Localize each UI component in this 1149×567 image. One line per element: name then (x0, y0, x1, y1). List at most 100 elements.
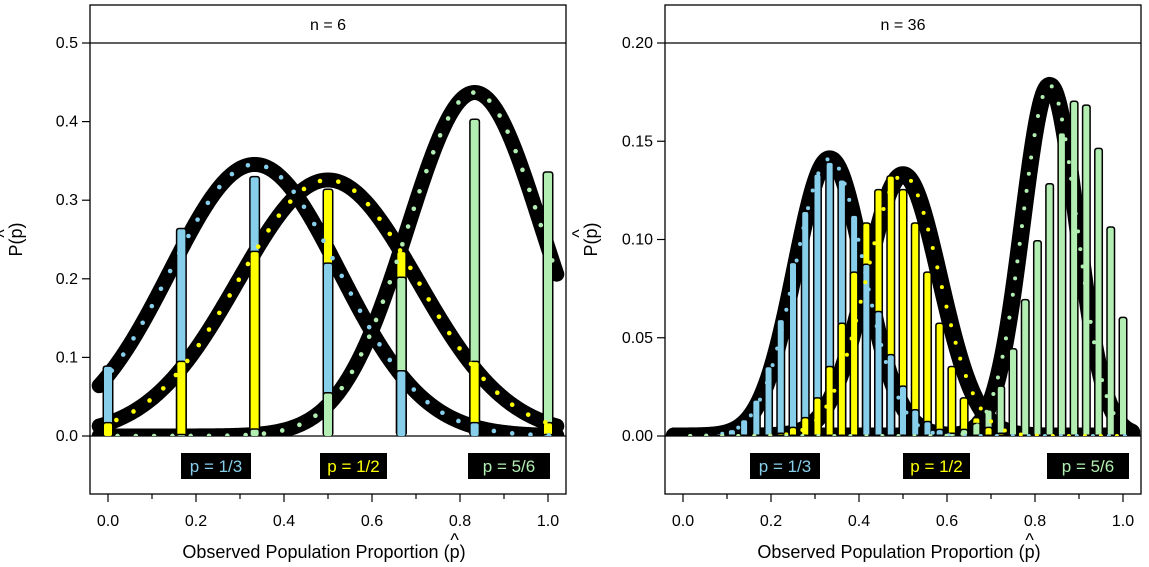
curve-dot (1111, 411, 1116, 416)
curve-dot (487, 98, 492, 103)
curve-dot (352, 188, 357, 194)
curve-dot (263, 164, 269, 170)
bar-outline (935, 434, 945, 436)
bar-p12-5 (470, 362, 479, 436)
bar-outline (825, 434, 835, 436)
x-tick-label: 0.6 (361, 513, 383, 530)
curve-dot (158, 286, 164, 292)
bar-p12-21 (936, 323, 943, 436)
curve-dot (876, 223, 881, 228)
curve-dot (317, 178, 323, 184)
curve-dot (470, 90, 476, 95)
curve-dot (1114, 434, 1119, 436)
bar-p12-20 (924, 272, 931, 436)
curve-dot (366, 324, 372, 330)
x-hat-mark: ^ (450, 530, 459, 550)
curve-dot (1042, 434, 1047, 436)
curve-dot (527, 187, 532, 193)
curve-dot (206, 327, 212, 332)
curve-dot (880, 434, 885, 436)
curve-dot (867, 260, 872, 265)
curve-dot (473, 424, 478, 430)
x-tick-label: 0.6 (936, 513, 958, 530)
curve-dot (543, 420, 548, 425)
curve-dot (291, 189, 296, 195)
curve-dot (424, 168, 429, 174)
bar-p12-11 (814, 398, 821, 436)
bar-p56-30 (1046, 184, 1053, 436)
curve-dot (525, 412, 531, 417)
curve-dot (437, 133, 443, 138)
bar-p56-27 (1010, 349, 1016, 436)
curve-dot (883, 359, 888, 364)
bar-p13-11 (814, 174, 821, 436)
legend-box-3 (1047, 453, 1129, 479)
curve-dot (1106, 434, 1111, 436)
y-tick-label: 0.4 (56, 114, 78, 131)
curve-dot (994, 433, 999, 436)
curve-dot (881, 206, 886, 211)
curve-dot (532, 205, 538, 210)
legend-label-1: p = 1/3 (759, 457, 811, 476)
bar-p56-36 (1120, 318, 1126, 436)
curve-dot (930, 245, 935, 250)
curve-dot (1002, 428, 1007, 433)
curve-dot (844, 352, 849, 357)
curve-dot (170, 433, 175, 436)
curve-dot (816, 434, 821, 436)
curve-dot (915, 423, 920, 428)
curve-dot (991, 391, 996, 396)
bar-p12-19 (912, 223, 919, 436)
curve-dot (1007, 315, 1012, 320)
curve-dot (1049, 84, 1054, 89)
curve-dot (1040, 95, 1045, 100)
curve-dot (1019, 224, 1024, 229)
y-tick-label: 0.15 (622, 133, 653, 150)
curve-dot (457, 346, 462, 351)
bar-p13-18 (900, 386, 906, 436)
curve-dot (958, 356, 963, 361)
curve-dot (832, 434, 837, 436)
curve-dot (854, 318, 859, 323)
curve-dot (349, 369, 355, 375)
legend-label-3: p = 5/6 (483, 457, 535, 476)
curve-dot (330, 255, 335, 261)
curve-dot (887, 190, 892, 195)
y-tick-label: 0.00 (622, 428, 653, 445)
curve-dot (357, 308, 363, 314)
y-tick-label: 0.10 (622, 232, 653, 249)
curve-dot (1003, 336, 1008, 341)
curve-dot (944, 304, 949, 309)
bar-p13-0 (104, 366, 112, 436)
curve-dot (387, 357, 393, 363)
x-axis-close: ) (1035, 542, 1041, 562)
bar-outline (971, 434, 981, 436)
bar-p13-16 (875, 312, 882, 436)
curve-dot (995, 375, 1000, 380)
curve-dot (276, 213, 282, 218)
y-axis-hat-symbol: p (6, 228, 26, 238)
x-axis-hat-symbol: p (450, 542, 460, 562)
curve-dot (1092, 340, 1097, 345)
curve-dot (1026, 434, 1031, 436)
bar-p12-23 (961, 398, 968, 436)
bar-p13-4 (397, 371, 406, 436)
curve-dot (836, 166, 841, 171)
curve-dot (456, 418, 461, 424)
curve-dot (1000, 354, 1005, 359)
curve-dot (1122, 434, 1127, 436)
curve-dot (1104, 394, 1109, 399)
curve-dot (1071, 193, 1076, 198)
x-tick-label: 0.8 (1024, 513, 1046, 530)
legend-box-1 (181, 453, 251, 479)
curve-dot (912, 433, 917, 436)
bar-p12-6 (544, 423, 552, 436)
bar-outline (837, 434, 847, 436)
x-tick-label: 0.2 (760, 513, 782, 530)
bar-p56-31 (1058, 133, 1065, 436)
bar-p12-2 (250, 252, 259, 436)
curve-dot (115, 433, 120, 436)
curve-dot (411, 206, 417, 212)
curve-dot (784, 434, 789, 436)
curve-dot (394, 259, 399, 265)
